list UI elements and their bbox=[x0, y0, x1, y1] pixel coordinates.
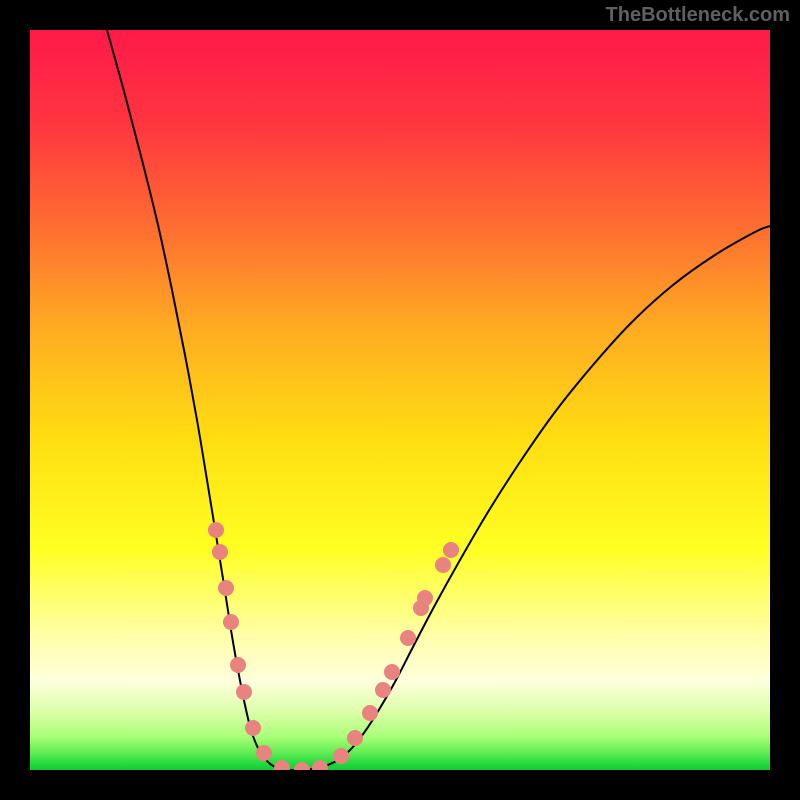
data-marker bbox=[375, 682, 391, 698]
data-marker bbox=[212, 544, 228, 560]
curve-right-branch bbox=[286, 226, 770, 770]
data-marker bbox=[256, 745, 272, 761]
data-marker bbox=[347, 730, 363, 746]
data-marker bbox=[218, 580, 234, 596]
curve-left-branch bbox=[107, 30, 286, 770]
data-marker bbox=[443, 542, 459, 558]
data-marker bbox=[417, 590, 433, 606]
data-marker bbox=[223, 614, 239, 630]
plot-area bbox=[30, 30, 770, 770]
data-marker bbox=[312, 760, 328, 770]
data-marker bbox=[230, 657, 246, 673]
watermark-text: TheBottleneck.com bbox=[606, 4, 790, 27]
data-marker bbox=[333, 748, 349, 764]
marker-group bbox=[208, 522, 459, 770]
data-marker bbox=[384, 664, 400, 680]
data-marker bbox=[236, 684, 252, 700]
data-marker bbox=[400, 630, 416, 646]
data-marker bbox=[362, 705, 378, 721]
data-marker bbox=[435, 557, 451, 573]
data-marker bbox=[274, 760, 290, 770]
data-marker bbox=[294, 762, 310, 770]
data-marker bbox=[208, 522, 224, 538]
curve-overlay bbox=[30, 30, 770, 770]
data-marker bbox=[245, 720, 261, 736]
